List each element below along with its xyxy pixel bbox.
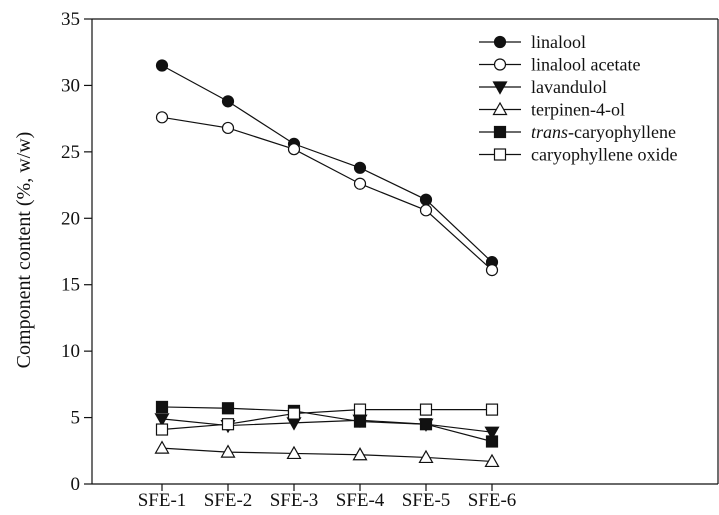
data-point <box>155 111 169 124</box>
y-axis-title: Component content (%, w/w) <box>13 132 35 369</box>
legend-entry: lavandulol <box>479 77 607 97</box>
data-point <box>419 193 433 206</box>
data-point <box>485 264 499 277</box>
series-line <box>161 116 493 271</box>
legend-marker <box>493 58 507 71</box>
data-point <box>286 445 302 460</box>
series-line <box>161 406 493 443</box>
x-tick-label: SFE-5 <box>402 490 451 511</box>
series-terpinen-4-ol <box>154 440 500 468</box>
series-line <box>161 409 492 431</box>
legend-marker <box>493 35 507 49</box>
data-point <box>287 407 301 420</box>
data-point <box>155 59 169 72</box>
legend-marker <box>492 101 508 116</box>
legend-entry: terpinen-4-ol <box>479 100 625 120</box>
data-point <box>154 440 170 454</box>
legend-entry: linalool acetate <box>479 55 640 75</box>
axes: 0 5 10 15 20 25 30 35 SFE-1 SFE-2 SFE-3 SFE-4 SFE-5 S… <box>61 9 719 511</box>
data-point <box>352 447 368 461</box>
series-line <box>161 64 493 263</box>
y-tick-label: 15 <box>61 275 80 296</box>
data-point <box>485 403 499 416</box>
y-tick-label: 0 <box>71 474 81 495</box>
y-tick-label: 10 <box>61 341 80 362</box>
legend-label-rest: -caryophyllene <box>568 122 676 142</box>
legend-marker <box>493 125 507 139</box>
legend-entry: caryophyllene oxide <box>479 145 677 165</box>
legend-entry: trans-caryophyllene <box>479 122 676 142</box>
data-point <box>220 444 236 458</box>
series-linalool <box>155 59 499 269</box>
data-point <box>353 177 367 190</box>
y-tick-label: 20 <box>61 208 80 229</box>
y-tick-label: 25 <box>61 142 80 163</box>
x-tick-label: SFE-6 <box>468 490 517 511</box>
series-caryophyllene-oxide <box>155 403 499 436</box>
x-tick-label: SFE-4 <box>336 490 385 511</box>
y-tick-label: 30 <box>61 75 80 96</box>
data-point <box>353 415 367 428</box>
legend-label: caryophyllene oxide <box>531 145 677 165</box>
legend-label: lavandulol <box>531 77 607 97</box>
legend-label: linalool acetate <box>531 55 640 75</box>
data-point <box>155 400 169 414</box>
data-point <box>353 161 367 174</box>
x-tick-label: SFE-1 <box>138 490 187 511</box>
series-trans-caryophyllene <box>155 400 499 448</box>
legend-marker <box>493 148 507 161</box>
data-point <box>353 403 367 416</box>
data-point <box>221 95 235 108</box>
x-tick-label: SFE-2 <box>204 490 253 511</box>
data-point <box>221 418 235 431</box>
legend-marker <box>492 81 508 95</box>
x-tick-label: SFE-3 <box>270 490 319 511</box>
data-point <box>155 423 169 436</box>
series-line <box>161 418 493 433</box>
data-point <box>419 418 433 431</box>
data-point <box>221 402 235 415</box>
y-tick-label: 35 <box>61 9 80 30</box>
y-tick-label: 5 <box>71 408 81 429</box>
data-point <box>221 121 235 135</box>
legend-label: terpinen-4-ol <box>531 100 625 120</box>
legend-label: linalool <box>531 32 586 52</box>
data-point <box>484 426 500 440</box>
series-line <box>161 447 493 463</box>
data-point <box>287 143 301 156</box>
data-point <box>419 403 433 416</box>
legend-entry: linalool <box>479 32 586 52</box>
data-point <box>484 453 500 468</box>
data-point <box>419 204 433 217</box>
series-layer <box>154 59 500 468</box>
data-point <box>485 435 499 448</box>
legend-label: trans-caryophyllene <box>531 122 676 142</box>
data-point <box>154 413 170 427</box>
legend-label-italic: trans <box>531 122 568 142</box>
data-point <box>418 449 434 464</box>
series-linalool-acetate <box>155 111 499 277</box>
